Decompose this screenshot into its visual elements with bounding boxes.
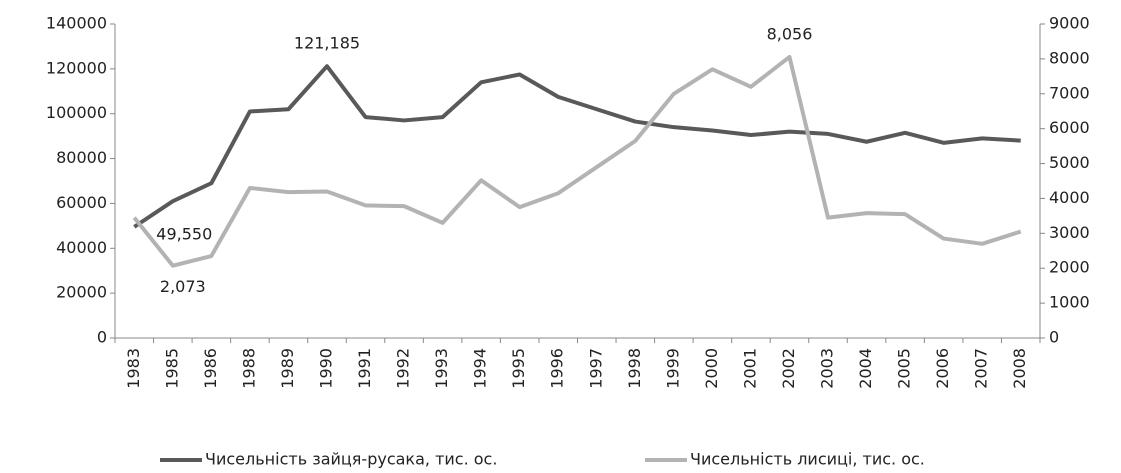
x-tick-label: 1986 bbox=[201, 348, 220, 389]
x-tick-label: 1994 bbox=[471, 348, 490, 389]
data-label: 121,185 bbox=[294, 34, 360, 53]
data-label: 2,073 bbox=[160, 277, 206, 296]
x-tick-label: 1988 bbox=[239, 348, 258, 389]
y-tick-label: 120000 bbox=[46, 58, 107, 77]
x-tick-label: 1985 bbox=[162, 348, 181, 389]
y-tick-label: 40000 bbox=[56, 238, 107, 257]
y-tick-label: 0 bbox=[97, 328, 107, 347]
x-tick-label: 1983 bbox=[124, 348, 143, 389]
y2-tick-label: 7000 bbox=[1049, 83, 1090, 102]
data-label: 8,056 bbox=[767, 24, 813, 43]
x-tick-label: 1991 bbox=[355, 348, 374, 389]
y-tick-label: 60000 bbox=[56, 193, 107, 212]
series-line bbox=[132, 54, 1022, 268]
y2-tick-label: 9000 bbox=[1049, 14, 1090, 33]
x-tick-label: 2001 bbox=[740, 348, 759, 389]
x-tick-label: 2002 bbox=[779, 348, 798, 389]
y2-tick-label: 8000 bbox=[1049, 48, 1090, 67]
y2-tick-label: 4000 bbox=[1049, 188, 1090, 207]
x-tick-label: 2003 bbox=[818, 348, 837, 389]
x-tick-label: 1998 bbox=[625, 348, 644, 389]
y2-tick-label: 3000 bbox=[1049, 223, 1090, 242]
y2-tick-label: 2000 bbox=[1049, 258, 1090, 277]
x-tick-label: 1989 bbox=[278, 348, 297, 389]
y2-tick-label: 1000 bbox=[1049, 293, 1090, 312]
legend-label: Чисельність лисиці, тис. ос. bbox=[690, 450, 925, 469]
legend-label: Чисельність зайця-русака, тис. ос. bbox=[205, 450, 497, 469]
x-tick-label: 2008 bbox=[1010, 348, 1029, 389]
x-tick-label: 1999 bbox=[663, 348, 682, 389]
y-tick-label: 140000 bbox=[46, 14, 107, 33]
data-label: 49,550 bbox=[156, 224, 212, 243]
y-tick-label: 20000 bbox=[56, 283, 107, 302]
x-tick-label: 1992 bbox=[394, 348, 413, 389]
y-tick-label: 80000 bbox=[56, 148, 107, 167]
series-line bbox=[133, 64, 1021, 229]
x-tick-label: 2006 bbox=[933, 348, 952, 389]
y2-tick-label: 6000 bbox=[1049, 118, 1090, 137]
x-tick-label: 1996 bbox=[548, 348, 567, 389]
x-tick-label: 2004 bbox=[856, 348, 875, 389]
x-tick-label: 1993 bbox=[432, 348, 451, 389]
y2-tick-label: 5000 bbox=[1049, 153, 1090, 172]
x-tick-label: 2007 bbox=[972, 348, 991, 389]
x-tick-label: 1997 bbox=[586, 348, 605, 389]
y2-tick-label: 0 bbox=[1049, 328, 1059, 347]
x-tick-label: 1990 bbox=[316, 348, 335, 389]
x-tick-label: 2005 bbox=[895, 348, 914, 389]
x-tick-label: 2000 bbox=[702, 348, 721, 389]
y-tick-label: 100000 bbox=[46, 103, 107, 122]
x-tick-label: 1995 bbox=[509, 348, 528, 389]
